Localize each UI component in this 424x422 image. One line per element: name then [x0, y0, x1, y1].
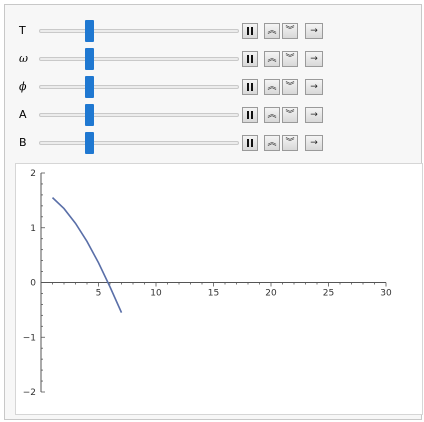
control-row-b: B ︽ ︾ →	[5, 131, 423, 155]
double-chevron-up-icon: ︽	[267, 82, 277, 92]
x-tick-label: 5	[96, 289, 102, 299]
direction-button-t[interactable]: →	[305, 23, 323, 39]
control-label-omega: ω	[19, 52, 28, 65]
y-tick-label: −2	[23, 388, 36, 398]
slower-button-a[interactable]: ︾	[282, 107, 298, 123]
arrow-right-icon: →	[310, 54, 318, 64]
y-tick-label: 2	[30, 169, 36, 179]
direction-button-omega[interactable]: →	[305, 51, 323, 67]
faster-button-t[interactable]: ︽	[264, 23, 280, 39]
pause-button-omega[interactable]	[242, 51, 258, 67]
faster-button-omega[interactable]: ︽	[264, 51, 280, 67]
slider-thumb-t[interactable]	[84, 20, 94, 42]
double-chevron-down-icon: ︾	[285, 138, 295, 148]
faster-button-phi[interactable]: ︽	[264, 79, 280, 95]
arrow-right-icon: →	[310, 82, 318, 92]
pause-icon	[247, 83, 253, 91]
pause-button-t[interactable]	[242, 23, 258, 39]
y-tick-label: −1	[23, 333, 36, 343]
double-chevron-down-icon: ︾	[285, 82, 295, 92]
slider-b[interactable]	[39, 141, 239, 145]
slider-thumb-omega[interactable]	[84, 48, 94, 70]
x-tick-label: 15	[208, 289, 219, 299]
x-tick-label: 25	[323, 289, 334, 299]
double-chevron-down-icon: ︾	[285, 26, 295, 36]
slider-phi[interactable]	[39, 85, 239, 89]
pause-icon	[247, 55, 253, 63]
pause-icon	[247, 111, 253, 119]
control-label-phi: ϕ	[19, 80, 27, 93]
direction-button-phi[interactable]: →	[305, 79, 323, 95]
arrow-right-icon: →	[310, 138, 318, 148]
slider-omega[interactable]	[39, 57, 239, 61]
double-chevron-up-icon: ︽	[267, 54, 277, 64]
control-row-a: A ︽ ︾ →	[5, 103, 423, 127]
plot-area: 5 10 15 20 25 30 −2 −1 0 1 2	[15, 163, 423, 415]
y-tick-label: 0	[30, 279, 36, 289]
direction-button-b[interactable]: →	[305, 135, 323, 151]
control-label-b: B	[19, 136, 27, 149]
double-chevron-up-icon: ︽	[267, 138, 277, 148]
y-tick-label: 1	[30, 224, 36, 234]
series-line	[51, 197, 123, 313]
x-tick-label: 20	[265, 289, 277, 299]
x-tick-label: 10	[150, 289, 162, 299]
slider-a[interactable]	[39, 113, 239, 117]
slider-thumb-phi[interactable]	[84, 76, 94, 98]
direction-button-a[interactable]: →	[305, 107, 323, 123]
slider-thumb-a[interactable]	[84, 104, 94, 126]
x-tick-label: 30	[380, 289, 392, 299]
control-row-omega: ω ︽ ︾ →	[5, 47, 423, 71]
pause-icon	[247, 27, 253, 35]
slower-button-omega[interactable]: ︾	[282, 51, 298, 67]
pause-button-phi[interactable]	[242, 79, 258, 95]
double-chevron-up-icon: ︽	[267, 110, 277, 120]
arrow-right-icon: →	[310, 26, 318, 36]
line-plot: 5 10 15 20 25 30 −2 −1 0 1 2	[23, 169, 392, 398]
control-label-a: A	[19, 108, 27, 121]
pause-icon	[247, 139, 253, 147]
slower-button-b[interactable]: ︾	[282, 135, 298, 151]
double-chevron-up-icon: ︽	[267, 26, 277, 36]
control-label-t: T	[19, 24, 26, 37]
slider-thumb-b[interactable]	[84, 132, 94, 154]
faster-button-b[interactable]: ︽	[264, 135, 280, 151]
pause-button-b[interactable]	[242, 135, 258, 151]
slider-t[interactable]	[39, 29, 239, 33]
manipulate-panel: T ︽ ︾ → ω ︽ ︾ → ϕ ︽ ︾ → A ︽ ︾ → B	[4, 4, 423, 420]
slower-button-t[interactable]: ︾	[282, 23, 298, 39]
control-row-phi: ϕ ︽ ︾ →	[5, 75, 423, 99]
faster-button-a[interactable]: ︽	[264, 107, 280, 123]
double-chevron-down-icon: ︾	[285, 54, 295, 64]
slower-button-phi[interactable]: ︾	[282, 79, 298, 95]
control-row-t: T ︽ ︾ →	[5, 19, 423, 43]
arrow-right-icon: →	[310, 110, 318, 120]
double-chevron-down-icon: ︾	[285, 110, 295, 120]
pause-button-a[interactable]	[242, 107, 258, 123]
